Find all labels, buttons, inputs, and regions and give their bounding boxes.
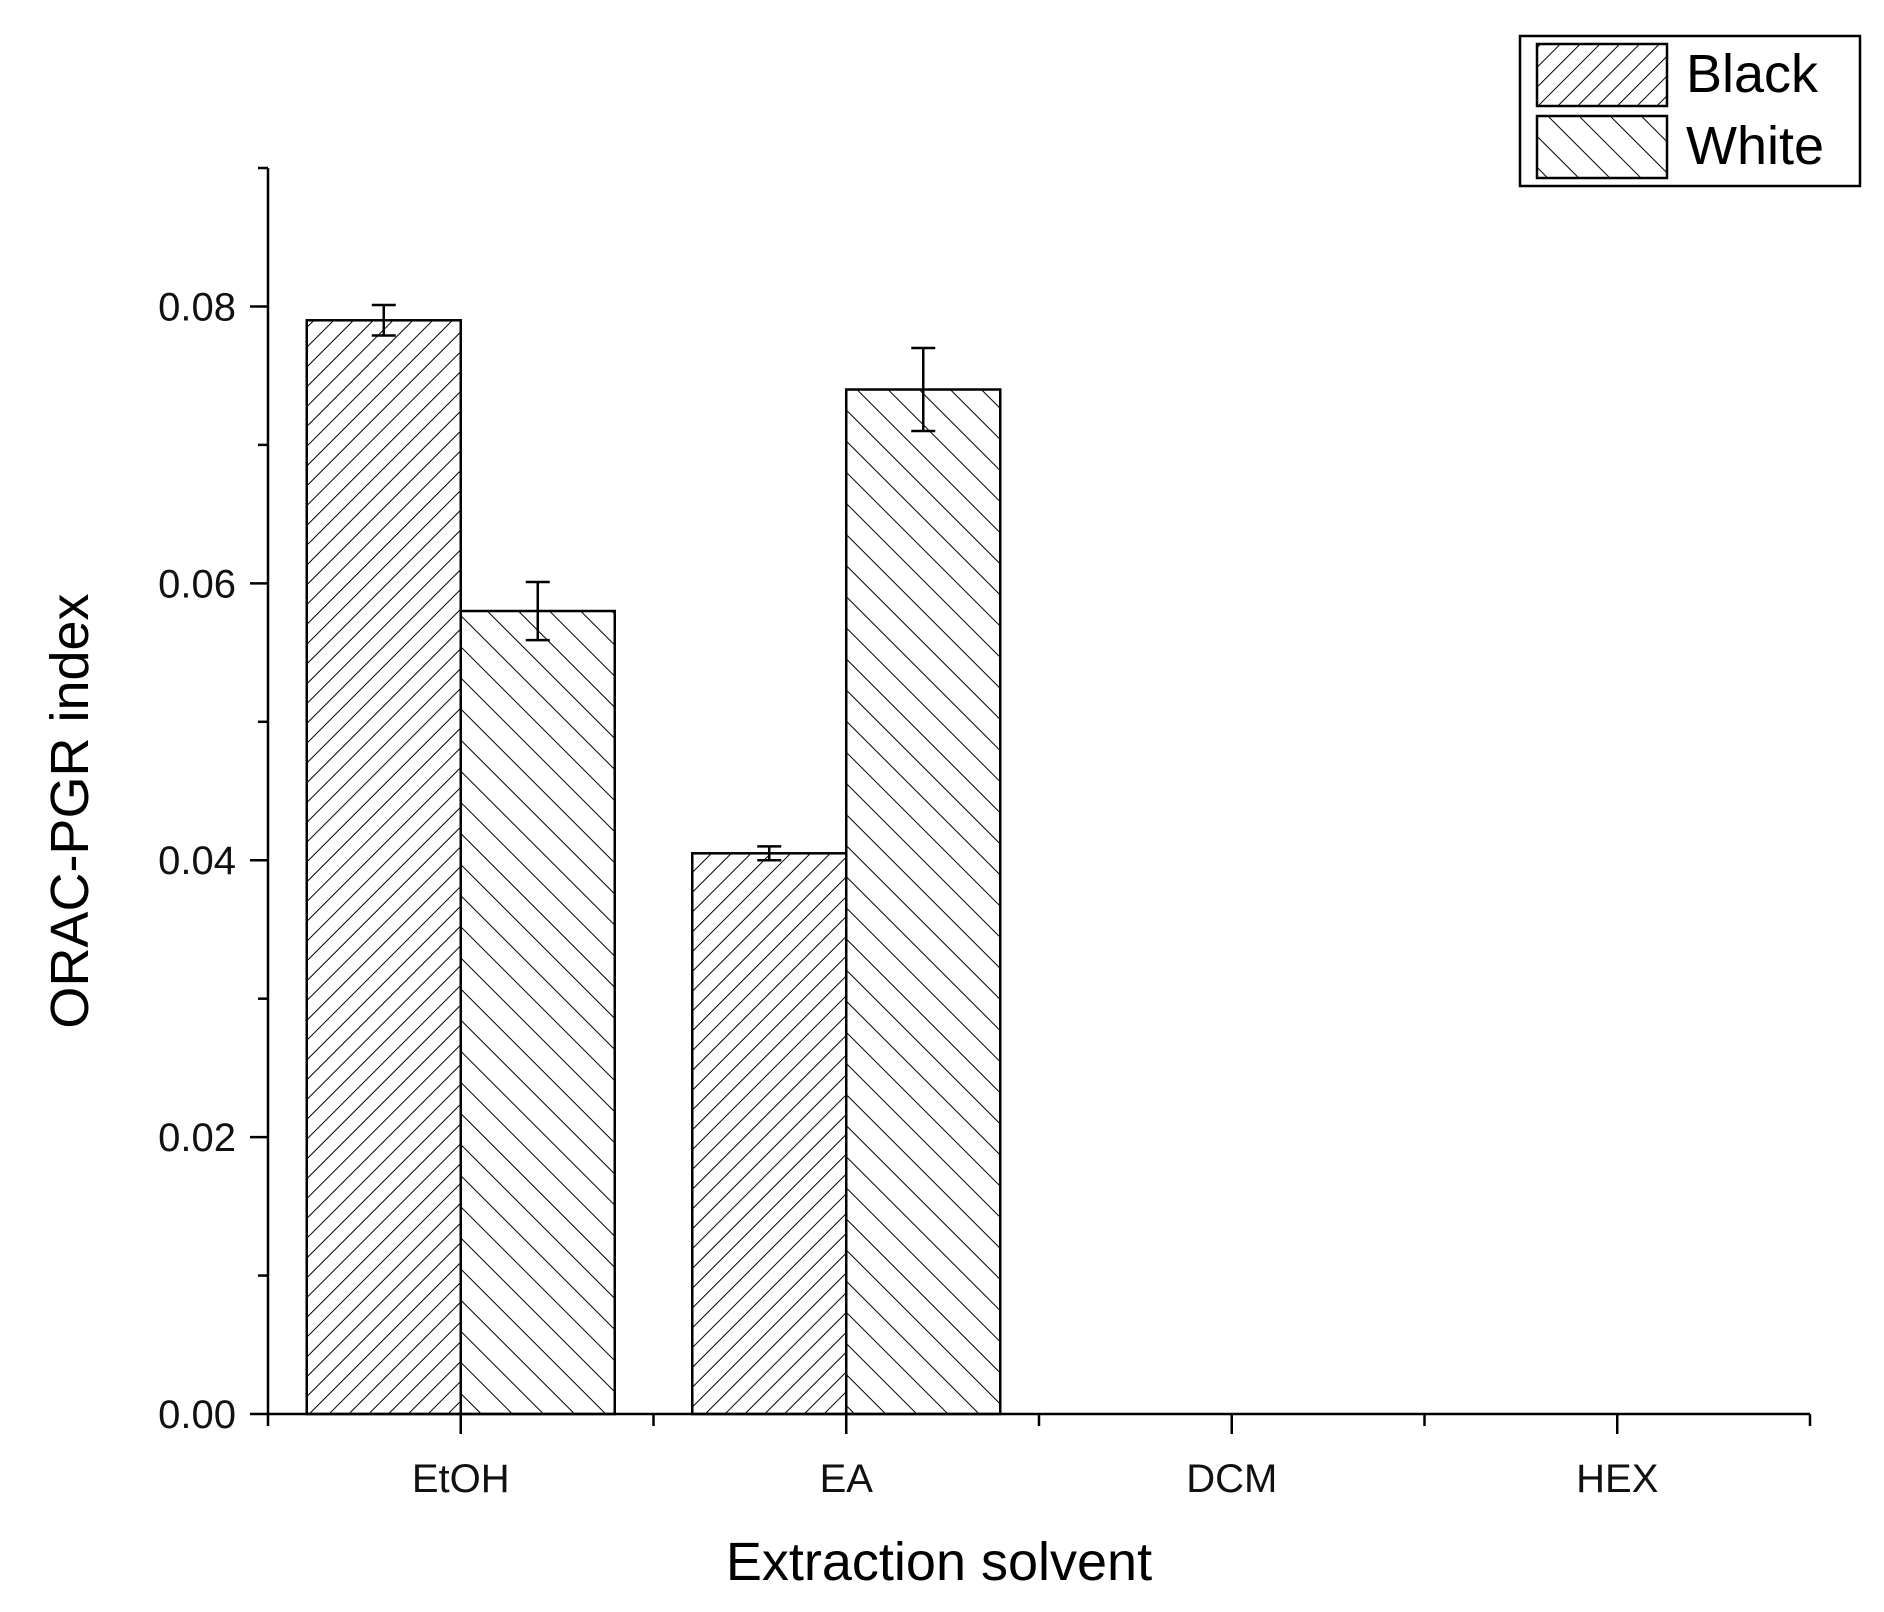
y-tick-label: 0.00 — [158, 1393, 236, 1437]
legend-label-white: White — [1686, 116, 1824, 176]
error-bar-white-ea — [911, 346, 936, 433]
y-axis-title: ORAC-PGR index — [40, 593, 100, 1028]
bar-white-ea — [845, 388, 1002, 1416]
legend-swatch-white — [1535, 114, 1669, 180]
x-tick-label-ea: EA — [820, 1457, 874, 1501]
legend-label-black: Black — [1686, 44, 1819, 104]
error-bar-white-etoh — [525, 580, 550, 642]
error-bars-group — [371, 303, 936, 862]
x-axis-title: Extraction solvent — [726, 1532, 1152, 1592]
y-tick-label: 0.06 — [158, 562, 236, 606]
x-ticks-group: EtOH EA DCM HEX — [266, 1414, 1812, 1501]
bar-white-etoh — [459, 609, 616, 1416]
y-tick-label: 0.04 — [158, 839, 236, 883]
bars-group — [305, 319, 1002, 1416]
x-tick-label-dcm: DCM — [1186, 1457, 1277, 1501]
bar-black-ea — [691, 852, 848, 1416]
x-tick-label-hex: HEX — [1576, 1457, 1658, 1501]
y-tick-label: 0.02 — [158, 1116, 236, 1160]
error-bar-black-etoh — [371, 303, 396, 337]
legend: Black White — [1518, 34, 1862, 188]
bar-black-etoh — [305, 319, 462, 1416]
y-ticks-group: 0.00 0.02 0.04 0.06 0.08 — [158, 166, 268, 1437]
legend-swatch-black — [1535, 42, 1669, 108]
x-tick-label-etoh: EtOH — [412, 1457, 510, 1501]
y-tick-label: 0.08 — [158, 285, 236, 329]
error-bar-black-ea — [757, 845, 782, 862]
